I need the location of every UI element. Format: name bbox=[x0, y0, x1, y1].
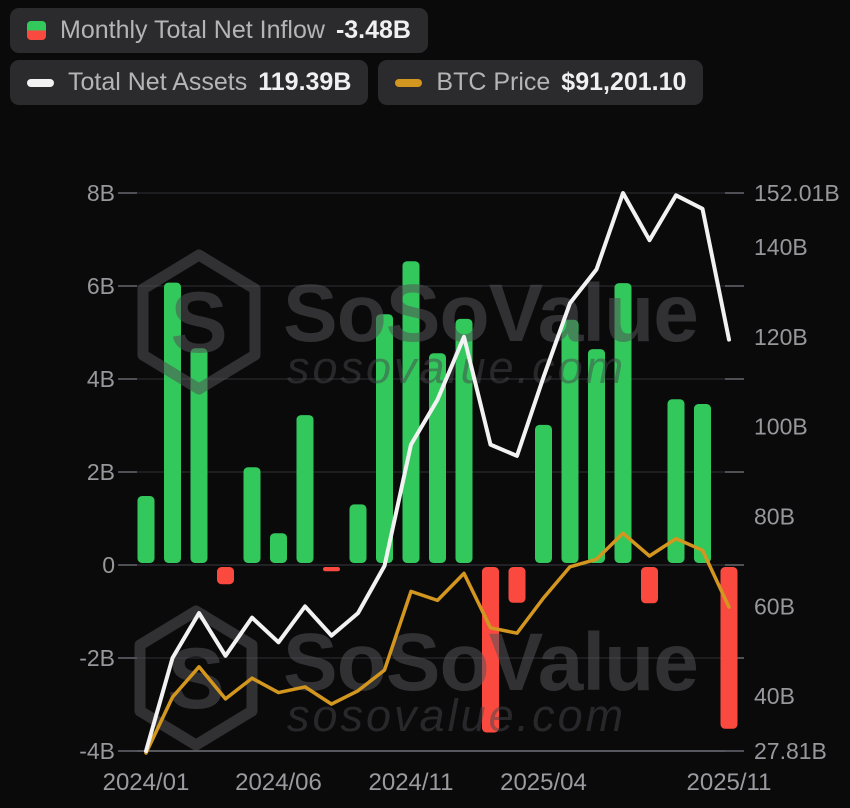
x-axis-label: 2025/04 bbox=[500, 769, 587, 796]
inflow-bar-2025-04[interactable] bbox=[535, 424, 552, 563]
legend-value: $91,201.10 bbox=[561, 68, 687, 96]
right-axis-label: 140B bbox=[754, 234, 808, 260]
inflow-bar-2024-02[interactable] bbox=[164, 282, 181, 563]
legend-item-btc-price[interactable]: BTC Price $91,201.10 bbox=[378, 60, 704, 105]
legend-label: Monthly Total Net Inflow bbox=[60, 16, 325, 44]
watermark-brand-text: SoSoValue bbox=[283, 268, 698, 359]
inflow-bar-2025-01[interactable] bbox=[455, 318, 473, 563]
legend-value: -3.48B bbox=[335, 16, 411, 44]
right-axis-label: 27.81B bbox=[754, 738, 827, 764]
right-axis-label: 100B bbox=[754, 414, 808, 440]
inflow-bar-2024-06[interactable] bbox=[270, 533, 287, 563]
left-axis-label: -2B bbox=[79, 645, 115, 671]
inflow-bar-2025-03[interactable] bbox=[508, 567, 526, 603]
right-axis-label: 80B bbox=[754, 504, 795, 530]
total-net-assets-line[interactable] bbox=[144, 191, 731, 753]
left-axis-label: -4B bbox=[79, 738, 115, 764]
inflow-bar-2025-06[interactable] bbox=[588, 349, 605, 563]
inflow-bar-2024-11[interactable] bbox=[402, 261, 420, 563]
right-axis-label: 60B bbox=[754, 593, 795, 619]
chart-legend: Monthly Total Net Inflow -3.48B Total Ne… bbox=[10, 8, 704, 105]
inflow-bar-2025-09[interactable] bbox=[667, 399, 685, 563]
x-axis-label: 2024/11 bbox=[369, 769, 454, 796]
x-axis-label: 2025/11 bbox=[687, 769, 772, 796]
left-axis-label: 0 bbox=[102, 552, 115, 578]
inflow-bar-2024-04[interactable] bbox=[217, 567, 234, 585]
inflow-bar-2024-05[interactable] bbox=[243, 467, 261, 563]
legend-row-1: Monthly Total Net Inflow -3.48B bbox=[10, 8, 703, 53]
axis-labels: 8B 6B 4B 2B 0 -2B -4B 152.01B 140B 120B 100B 80B 60B… bbox=[79, 180, 840, 796]
legend-label: BTC Price bbox=[436, 68, 551, 96]
right-axis-label: 120B bbox=[754, 324, 808, 350]
hexagon-cube-logo-icon bbox=[134, 605, 258, 751]
inflow-bar-2024-08[interactable] bbox=[323, 567, 340, 572]
inflow-bar-2024-03[interactable] bbox=[190, 348, 208, 563]
inflow-bar-2024-07[interactable] bbox=[296, 415, 314, 563]
inflow-bar-2024-09[interactable] bbox=[349, 504, 367, 563]
inflow-bar-2024-01[interactable] bbox=[137, 496, 155, 563]
white-dash-icon bbox=[27, 78, 54, 87]
hexagon-cube-logo-icon bbox=[137, 249, 261, 395]
inflow-bar-2025-08[interactable] bbox=[641, 567, 658, 604]
legend-item-monthly-net-inflow[interactable]: Monthly Total Net Inflow -3.48B bbox=[10, 8, 428, 53]
inflow-bar-2025-10[interactable] bbox=[694, 404, 711, 563]
legend-value: 119.39B bbox=[258, 68, 352, 96]
right-axis-label: 152.01B bbox=[754, 180, 840, 206]
watermark-domain-text: sosovalue.com bbox=[287, 690, 626, 741]
x-axis-label: 2024/01 bbox=[103, 769, 190, 796]
legend-label: Total Net Assets bbox=[68, 68, 248, 96]
inflow-bar-2025-11[interactable] bbox=[720, 567, 738, 729]
legend-row-2: Total Net Assets 119.39B BTC Price $91,2… bbox=[10, 60, 704, 105]
inflow-bar-2024-10[interactable] bbox=[376, 314, 393, 563]
x-axis-label: 2024/06 bbox=[235, 769, 322, 796]
legend-item-total-net-assets[interactable]: Total Net Assets 119.39B bbox=[10, 60, 369, 105]
left-axis-label: 4B bbox=[87, 366, 115, 392]
watermark-logo-s: S bbox=[167, 631, 224, 727]
green-red-bar-icon bbox=[27, 21, 46, 40]
left-axis-label: 6B bbox=[87, 273, 115, 299]
left-axis-label: 2B bbox=[87, 459, 115, 485]
inflow-bar-2025-02[interactable] bbox=[482, 567, 499, 733]
gridlines bbox=[118, 192, 744, 752]
watermark-domain-text: sosovalue.com bbox=[287, 342, 626, 393]
inflow-bar-2025-07[interactable] bbox=[614, 283, 632, 563]
right-axis-label: 40B bbox=[754, 683, 795, 709]
net-inflow-bars bbox=[137, 261, 738, 733]
gold-dash-icon bbox=[395, 78, 423, 87]
inflow-bar-2025-05[interactable] bbox=[561, 319, 579, 563]
btc-price-line[interactable] bbox=[144, 531, 731, 755]
watermark-logo-s: S bbox=[170, 275, 227, 371]
left-axis-label: 8B bbox=[87, 180, 115, 206]
